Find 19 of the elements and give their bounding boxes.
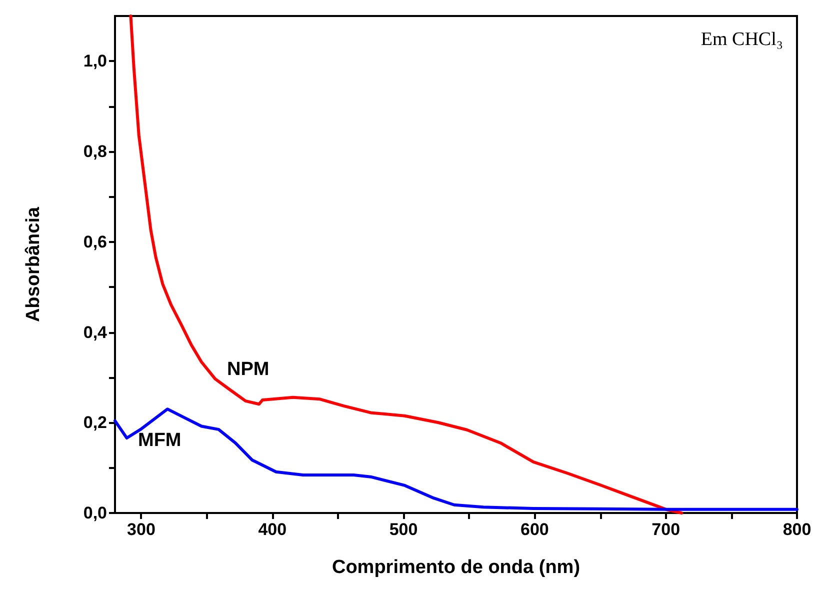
y-tick-label: 0,4 bbox=[83, 322, 108, 342]
y-tick-label: 0,8 bbox=[83, 142, 107, 162]
x-tick-label: 500 bbox=[389, 520, 418, 539]
x-tick-label: 800 bbox=[782, 520, 812, 539]
line-series bbox=[129, 14, 684, 514]
annotation: Em CHCl₃ bbox=[700, 29, 784, 50]
x-tick-label: 700 bbox=[652, 520, 680, 539]
annotation: MFM bbox=[138, 430, 182, 451]
y-tick-label: 0,2 bbox=[83, 413, 107, 432]
y-tick-label: 0,0 bbox=[83, 504, 107, 522]
line-series bbox=[114, 408, 798, 511]
x-tick-label: 600 bbox=[520, 520, 549, 539]
y-tick-label: 1,0 bbox=[83, 52, 107, 71]
x-tick-label: 400 bbox=[258, 520, 287, 539]
y-axis-title: Absorbância bbox=[23, 206, 44, 322]
annotation: NPM bbox=[227, 359, 270, 380]
y-tick-label: 0,6 bbox=[83, 232, 107, 252]
x-axis-title: Comprimento de onda (nm) bbox=[332, 557, 580, 578]
x-tick-label: 300 bbox=[127, 520, 156, 539]
